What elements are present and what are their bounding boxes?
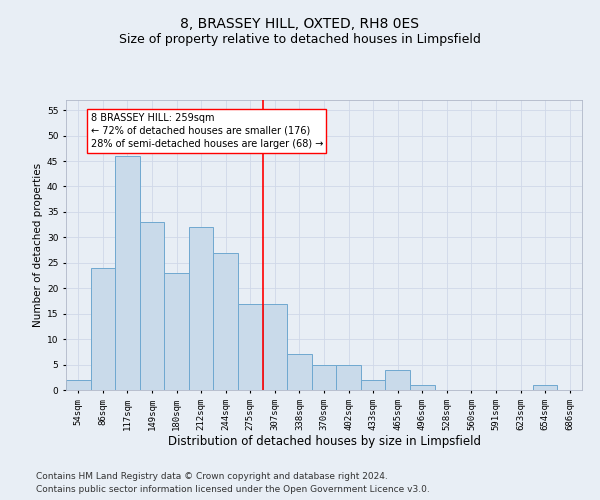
Bar	[214, 252, 238, 390]
Bar	[361, 380, 385, 390]
Bar	[140, 222, 164, 390]
Bar	[533, 385, 557, 390]
X-axis label: Distribution of detached houses by size in Limpsfield: Distribution of detached houses by size …	[167, 436, 481, 448]
Text: 8 BRASSEY HILL: 259sqm
← 72% of detached houses are smaller (176)
28% of semi-de: 8 BRASSEY HILL: 259sqm ← 72% of detached…	[91, 112, 323, 149]
Bar	[312, 364, 336, 390]
Bar	[263, 304, 287, 390]
Text: Size of property relative to detached houses in Limpsfield: Size of property relative to detached ho…	[119, 32, 481, 46]
Bar	[189, 227, 214, 390]
Text: Contains HM Land Registry data © Crown copyright and database right 2024.: Contains HM Land Registry data © Crown c…	[36, 472, 388, 481]
Bar	[91, 268, 115, 390]
Bar	[287, 354, 312, 390]
Text: Contains public sector information licensed under the Open Government Licence v3: Contains public sector information licen…	[36, 485, 430, 494]
Bar	[410, 385, 434, 390]
Bar	[164, 273, 189, 390]
Text: 8, BRASSEY HILL, OXTED, RH8 0ES: 8, BRASSEY HILL, OXTED, RH8 0ES	[181, 18, 419, 32]
Bar	[115, 156, 140, 390]
Bar	[336, 364, 361, 390]
Bar	[385, 370, 410, 390]
Bar	[238, 304, 263, 390]
Bar	[66, 380, 91, 390]
Y-axis label: Number of detached properties: Number of detached properties	[32, 163, 43, 327]
